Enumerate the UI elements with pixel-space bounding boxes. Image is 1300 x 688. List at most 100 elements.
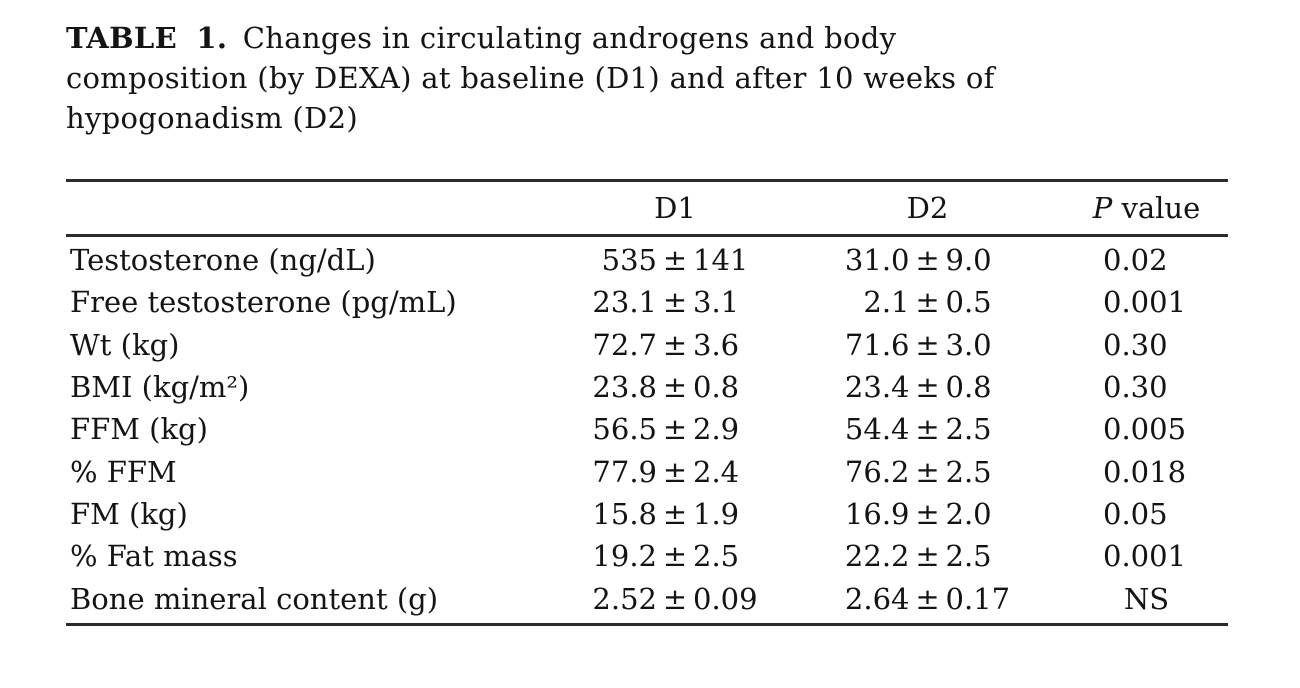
d1-value: 23.8 ±0.8 (560, 370, 790, 404)
d1-value-mean: 56.5 (592, 412, 657, 447)
header-d1: D1 (654, 191, 696, 225)
p-value-cell: 0.018 (1065, 455, 1228, 489)
d1-value-mean: 15.8 (592, 496, 657, 531)
d1-value-sd: 0.8 (693, 370, 740, 405)
plus-minus-sign: ± (662, 496, 688, 531)
p-value: 0.005 (1103, 412, 1187, 447)
d2-value-mean: 23.4 (844, 370, 910, 405)
d2-value: 71.6 ±3.0 (790, 328, 1065, 362)
header-p-italic: P (1092, 191, 1113, 225)
d1-value-mean: 23.8 (592, 370, 657, 405)
p-value-cell: 0.05 (1065, 497, 1228, 531)
p-value-cell: 0.005 (1065, 412, 1228, 446)
d1-value: 2.52 ±0.09 (560, 582, 790, 616)
plus-minus-sign: ± (662, 454, 688, 489)
d1-value: 19.2 ±2.5 (560, 539, 790, 573)
p-value: NS (1123, 581, 1170, 616)
d2-value-mean: 22.2 (844, 539, 910, 574)
d2-value-mean: 71.6 (844, 327, 910, 362)
row-label: Free testosterone (pg/mL) (70, 285, 457, 320)
row-label: Wt (kg) (70, 327, 180, 362)
table-row: % Fat mass 19.2 ±2.5 22.2 ±2.5 0.001 (66, 535, 1228, 577)
row-label: % Fat mass (70, 539, 238, 574)
d1-value-sd: 2.4 (693, 454, 740, 489)
d2-value-mean: 2.1 (863, 285, 910, 320)
d2-value: 2.64 ±0.17 (790, 582, 1065, 616)
row-label: FFM (kg) (70, 412, 208, 447)
d2-value-sd: 0.8 (945, 370, 992, 405)
caption-line-2: composition (by DEXA) at baseline (D1) a… (66, 61, 995, 95)
d2-value-sd: 9.0 (945, 243, 992, 278)
d2-value: 54.4 ±2.5 (790, 412, 1065, 446)
caption-text: Changes in circulating androgens and bod… (233, 21, 897, 55)
p-value: 0.001 (1103, 285, 1187, 320)
d1-value-mean: 19.2 (592, 539, 657, 574)
d2-value-mean: 2.64 (844, 581, 910, 616)
d1-value-sd: 3.6 (693, 327, 740, 362)
table-row: Wt (kg) 72.7 ±3.6 71.6 ±3.0 0.30 (66, 324, 1228, 366)
table-caption: TABLE 1. Changes in circulating androgen… (66, 18, 1228, 138)
d2-value-sd: 2.5 (945, 539, 992, 574)
p-value: 0.30 (1103, 327, 1168, 362)
header-p-value: P value (1065, 191, 1228, 225)
d1-value-mean: 535 (601, 243, 657, 278)
p-value: 0.02 (1103, 243, 1168, 278)
d2-value-sd: 2.5 (945, 454, 992, 489)
d1-value-sd: 141 (693, 243, 749, 278)
d2-value-sd: 3.0 (945, 327, 992, 362)
p-value: 0.30 (1103, 370, 1168, 405)
table-header-row: D1 D2 P value (66, 182, 1228, 237)
header-p-rest: value (1112, 191, 1201, 225)
p-value: 0.018 (1103, 454, 1187, 489)
row-label: % FFM (70, 454, 177, 489)
d2-value-mean: 54.4 (844, 412, 910, 447)
d1-value: 72.7 ±3.6 (560, 328, 790, 362)
plus-minus-sign: ± (915, 285, 940, 320)
table-row: Testosterone (ng/dL) 535 ±141 31.0 ±9.0 0.02 (66, 239, 1228, 281)
plus-minus-sign: ± (662, 285, 688, 320)
d1-value: 535 ±141 (560, 243, 790, 277)
d1-value-mean: 2.52 (592, 581, 657, 616)
plus-minus-sign: ± (662, 539, 688, 574)
table-row: FFM (kg) 56.5 ±2.9 54.4 ±2.5 0.005 (66, 408, 1228, 450)
p-value-cell: NS (1065, 582, 1228, 616)
plus-minus-sign: ± (915, 412, 940, 447)
plus-minus-sign: ± (662, 370, 688, 405)
p-value-cell: 0.001 (1065, 539, 1228, 573)
d2-value-mean: 76.2 (844, 454, 910, 489)
plus-minus-sign: ± (915, 539, 940, 574)
d1-value: 77.9 ±2.4 (560, 455, 790, 489)
plus-minus-sign: ± (662, 327, 688, 362)
d1-value-mean: 72.7 (592, 327, 657, 362)
d1-value-sd: 2.5 (693, 539, 740, 574)
d1-value: 15.8 ±1.9 (560, 497, 790, 531)
table-row: Free testosterone (pg/mL) 23.1 ±3.1 2.1 ±0.5… (66, 281, 1228, 323)
table-top-rule (66, 179, 1228, 182)
d1-value-sd: 2.9 (693, 412, 740, 447)
row-label: BMI (kg/m²) (70, 370, 250, 405)
table-number-label: TABLE 1. (66, 21, 228, 55)
table-row: % FFM 77.9 ±2.4 76.2 ±2.5 0.018 (66, 450, 1228, 492)
row-label: Testosterone (ng/dL) (70, 243, 376, 278)
plus-minus-sign: ± (915, 496, 940, 531)
d1-value-mean: 23.1 (592, 285, 657, 320)
d2-value-mean: 16.9 (844, 496, 910, 531)
paper-table-figure: TABLE 1. Changes in circulating androgen… (66, 18, 1228, 626)
plus-minus-sign: ± (662, 412, 688, 447)
d2-value: 2.1 ±0.5 (790, 285, 1065, 319)
d1-value: 23.1 ±3.1 (560, 285, 790, 319)
table-row: Bone mineral content (g) 2.52 ±0.09 2.64 ±0.… (66, 577, 1228, 619)
d1-value-sd: 0.09 (693, 581, 758, 616)
plus-minus-sign: ± (915, 454, 940, 489)
d1-value: 56.5 ±2.9 (560, 412, 790, 446)
plus-minus-sign: ± (662, 243, 688, 278)
table-row: FM (kg) 15.8 ±1.9 16.9 ±2.0 0.05 (66, 493, 1228, 535)
plus-minus-sign: ± (915, 327, 940, 362)
p-value-cell: 0.02 (1065, 243, 1228, 277)
p-value-cell: 0.30 (1065, 370, 1228, 404)
d2-value-mean: 31.0 (844, 243, 910, 278)
p-value: 0.05 (1103, 496, 1168, 531)
row-label: Bone mineral content (g) (70, 581, 439, 616)
plus-minus-sign: ± (915, 581, 940, 616)
d1-value-mean: 77.9 (592, 454, 657, 489)
